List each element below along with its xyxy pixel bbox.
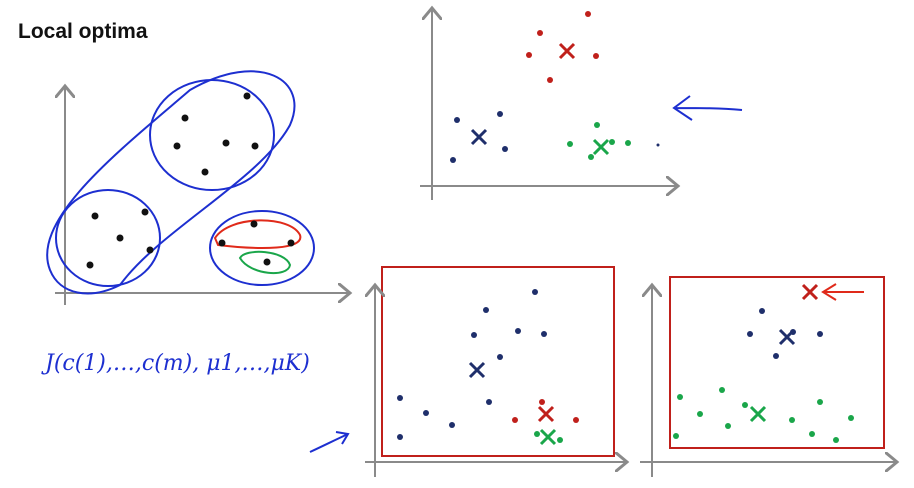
- point: [201, 168, 209, 176]
- points: [397, 289, 579, 443]
- point: [218, 239, 226, 247]
- centroid: [468, 361, 486, 379]
- point: [486, 399, 492, 405]
- point: [833, 437, 839, 443]
- point: [725, 423, 731, 429]
- points: [673, 308, 854, 443]
- point: [677, 394, 683, 400]
- red-loop: [213, 219, 302, 249]
- point: [222, 139, 230, 147]
- centroid: [749, 405, 767, 423]
- point: [594, 122, 600, 128]
- point: [539, 399, 545, 405]
- point: [747, 331, 753, 337]
- initial-clustering: [46, 70, 348, 305]
- point: [141, 208, 149, 216]
- point: [719, 387, 725, 393]
- point: [547, 77, 553, 83]
- centroid: [558, 42, 576, 60]
- centroid: [801, 283, 819, 301]
- point: [541, 331, 547, 337]
- point: [483, 307, 489, 313]
- cluster-loop: [209, 210, 315, 286]
- point: [146, 246, 154, 254]
- point: [497, 354, 503, 360]
- point: [697, 411, 703, 417]
- point: [817, 331, 823, 337]
- point: [454, 117, 460, 123]
- point: [287, 239, 295, 247]
- hand-arrow: [309, 431, 350, 453]
- point: [789, 417, 795, 423]
- point: [817, 399, 823, 405]
- point: [526, 52, 532, 58]
- point: [449, 422, 455, 428]
- point: [573, 417, 579, 423]
- highlight-box: [669, 276, 885, 449]
- point: [181, 114, 189, 122]
- point: [848, 415, 854, 421]
- local-optimum-1: [309, 266, 625, 477]
- point: [173, 142, 181, 150]
- good-clustering: [420, 10, 743, 200]
- point: [585, 11, 591, 17]
- points: [86, 92, 295, 269]
- point: [86, 261, 94, 269]
- point: [773, 353, 779, 359]
- cluster-loop: [55, 189, 161, 287]
- point: [609, 139, 615, 145]
- slide-title: Local optima: [18, 20, 148, 43]
- point: [567, 141, 573, 147]
- point: [250, 220, 258, 228]
- cost-function: J(c(1),…,c(m), μ1,…,μK): [41, 351, 310, 376]
- point: [243, 92, 251, 100]
- cluster-loop: [46, 70, 296, 295]
- centroid: [778, 328, 796, 346]
- point: [557, 437, 563, 443]
- green-loop: [238, 250, 292, 275]
- point: [742, 402, 748, 408]
- point: [91, 212, 99, 220]
- point: [534, 431, 540, 437]
- point: [809, 431, 815, 437]
- point: [537, 30, 543, 36]
- point: [497, 111, 503, 117]
- point: [116, 234, 124, 242]
- point: [512, 417, 518, 423]
- point: [625, 140, 631, 146]
- point: [397, 395, 403, 401]
- point: [673, 433, 679, 439]
- point: [532, 289, 538, 295]
- centroid: [592, 138, 610, 156]
- centroid: [537, 405, 555, 423]
- hand-arrow: [821, 283, 864, 301]
- point: [515, 328, 521, 334]
- point: [593, 53, 599, 59]
- point: [263, 258, 271, 266]
- point: [450, 157, 456, 163]
- cluster-loop: [149, 79, 275, 191]
- point: [423, 410, 429, 416]
- point: [759, 308, 765, 314]
- point: [502, 146, 508, 152]
- point: [251, 142, 259, 150]
- centroid: [470, 128, 488, 146]
- local-optimum-2: [640, 276, 895, 477]
- point: [588, 154, 594, 160]
- point: [656, 143, 660, 147]
- highlight-box: [381, 266, 615, 457]
- point: [471, 332, 477, 338]
- hand-arrow: [672, 95, 743, 121]
- centroid: [539, 428, 557, 446]
- points: [450, 11, 660, 163]
- point: [397, 434, 403, 440]
